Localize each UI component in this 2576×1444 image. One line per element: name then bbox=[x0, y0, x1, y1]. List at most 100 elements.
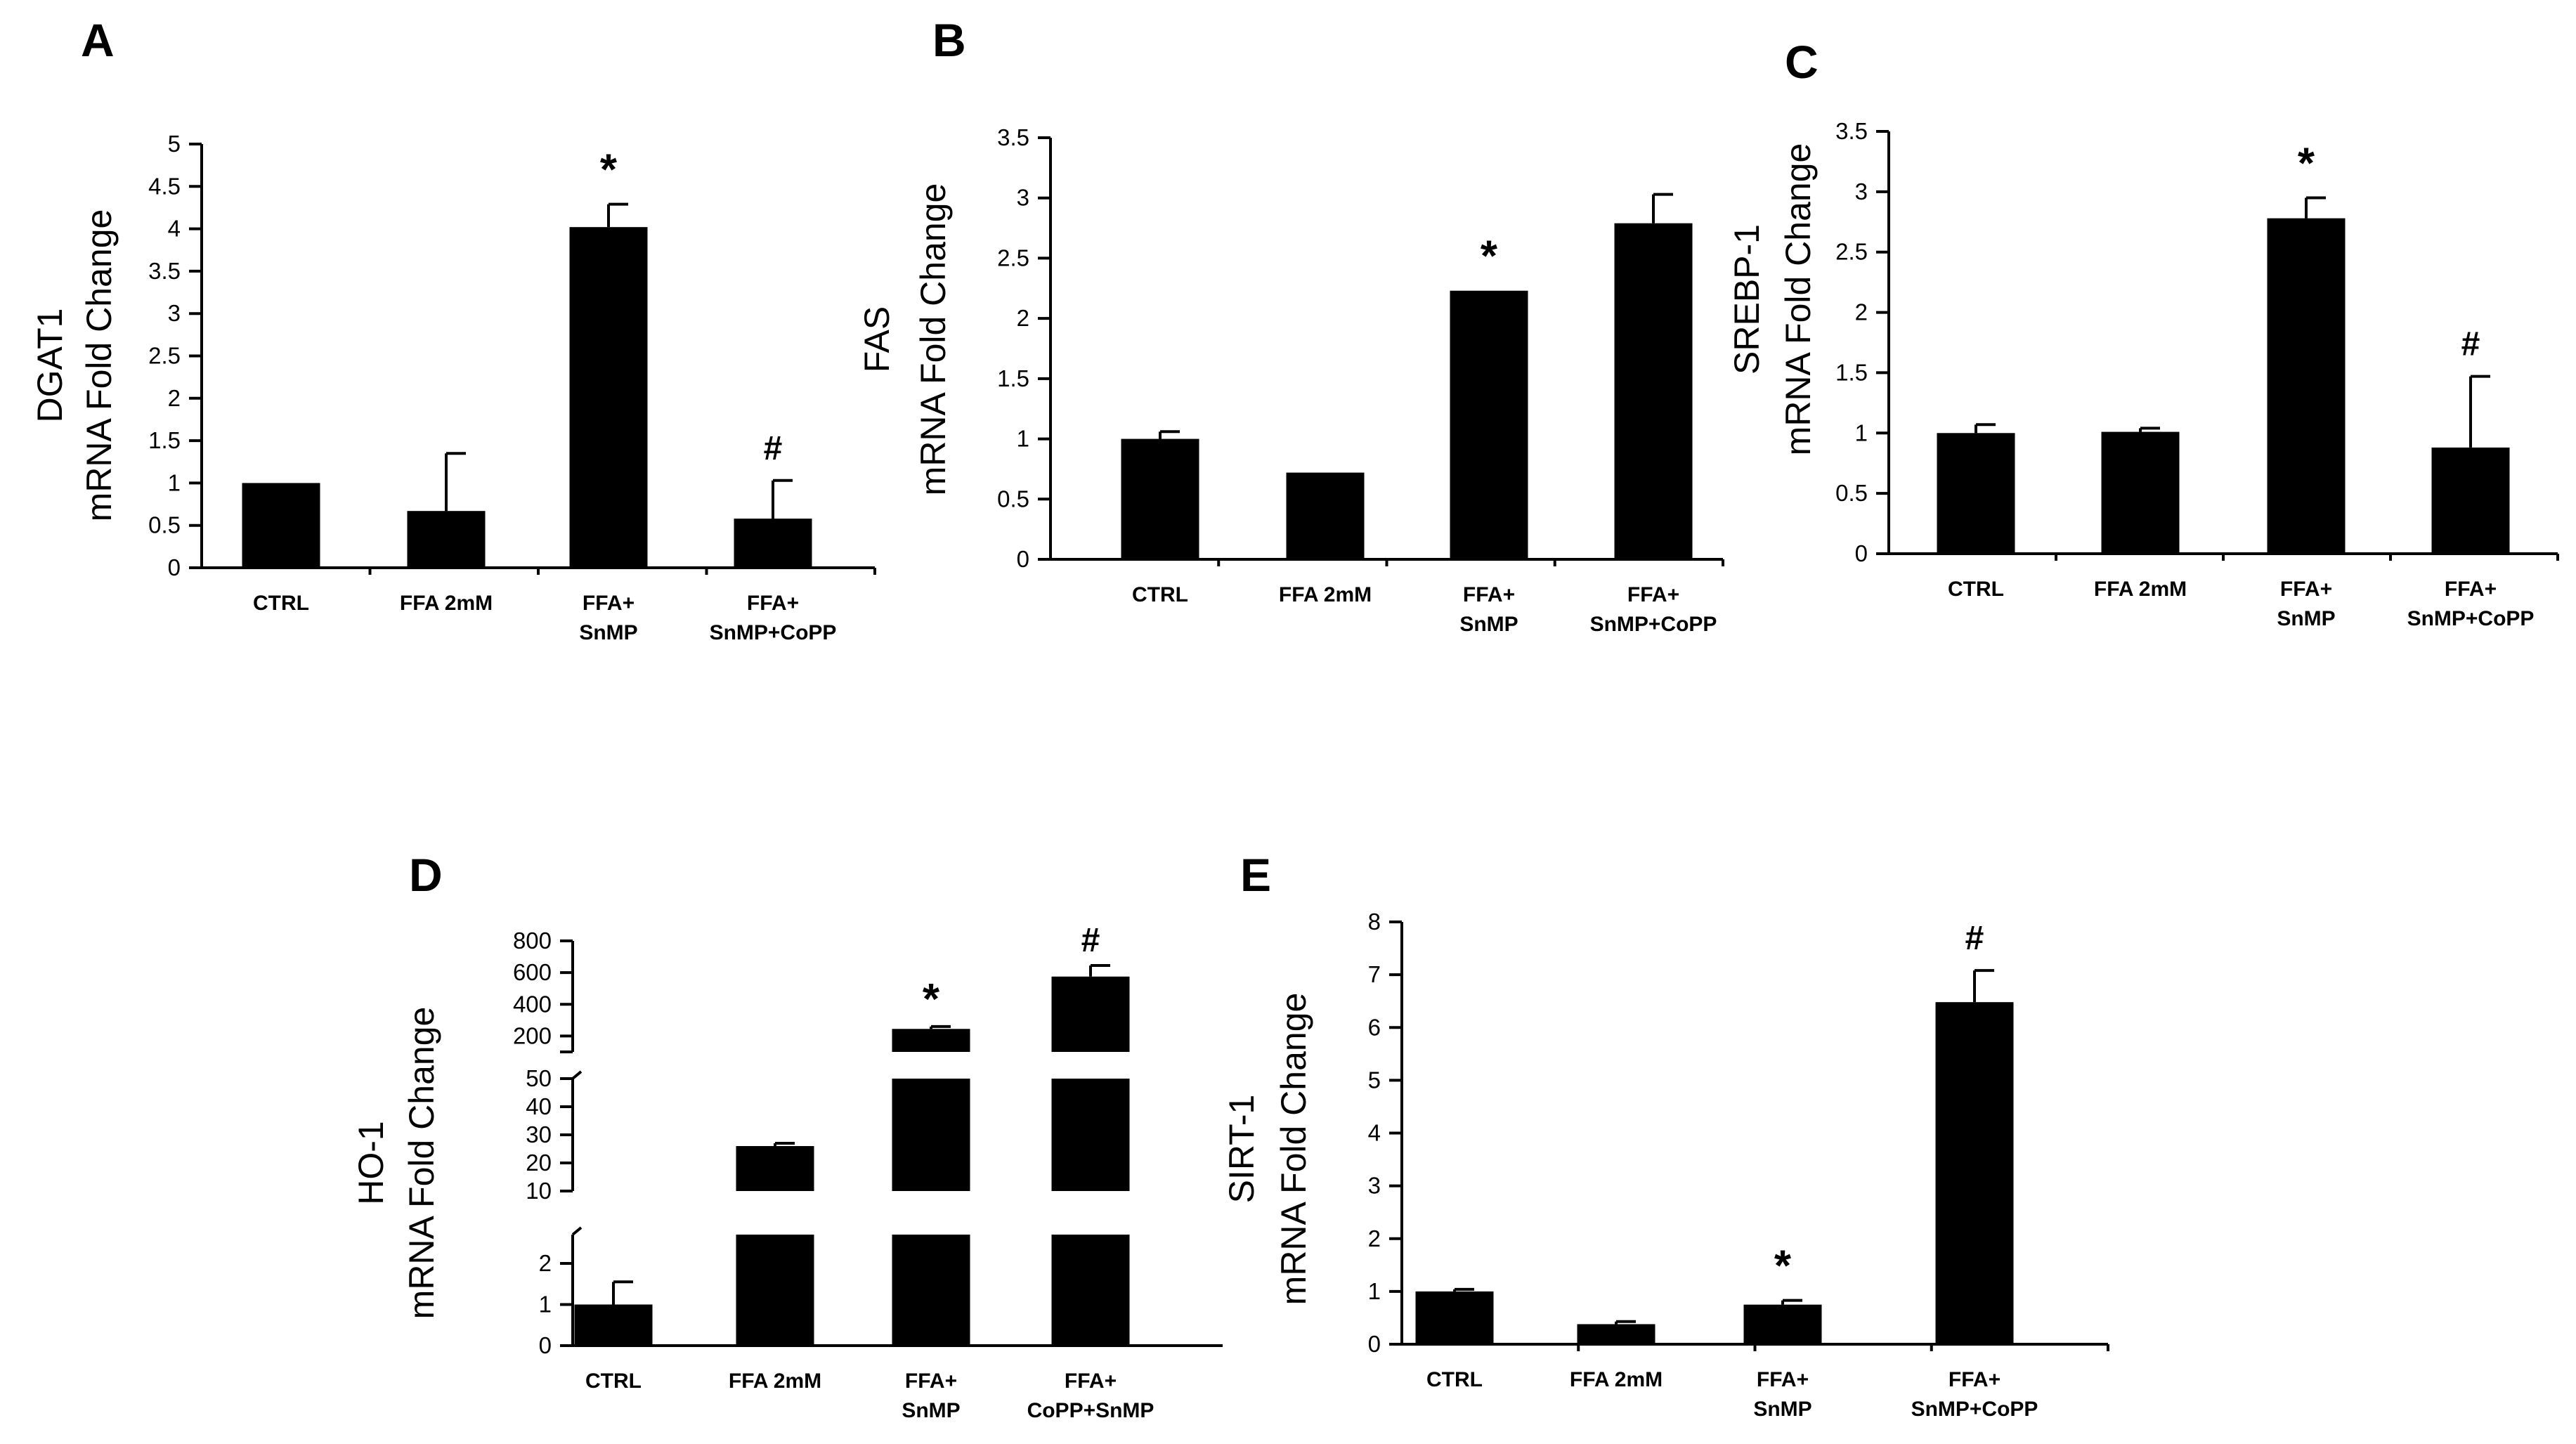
panel-letter: E bbox=[1240, 849, 1271, 901]
significance-asterisk: * bbox=[1481, 233, 1498, 281]
x-category-label: SnMP bbox=[1459, 613, 1518, 636]
x-category-label: FFA 2mM bbox=[1279, 583, 1372, 606]
y-tick-label: 2.5 bbox=[997, 245, 1029, 271]
y-tick-label: 400 bbox=[513, 991, 552, 1017]
y-tick-label: 10 bbox=[526, 1178, 552, 1204]
y-tick-label: 5 bbox=[1368, 1067, 1381, 1093]
bar bbox=[736, 1146, 814, 1191]
x-category-label: SnMP+CoPP bbox=[710, 621, 837, 644]
panel-letter: A bbox=[81, 14, 115, 66]
panel-letter: B bbox=[932, 14, 966, 66]
x-category-label: SnMP+CoPP bbox=[1590, 613, 1717, 636]
bar bbox=[569, 227, 648, 568]
y-axis-label: FAS bbox=[857, 306, 897, 372]
y-tick-label: 0.5 bbox=[148, 512, 181, 538]
bar bbox=[2431, 447, 2510, 554]
x-category-label: CoPP+SnMP bbox=[1027, 1399, 1154, 1422]
bar bbox=[2101, 431, 2180, 554]
y-tick-label: 8 bbox=[1368, 909, 1381, 935]
bar bbox=[1743, 1304, 1822, 1344]
y-axis-label: SIRT-1 bbox=[1222, 1095, 1261, 1204]
y-tick-label: 1 bbox=[1368, 1278, 1381, 1304]
panel-letter: C bbox=[1785, 36, 1819, 88]
y-tick-label: 5 bbox=[168, 131, 181, 157]
x-category-label: FFA+ bbox=[1065, 1370, 1117, 1393]
x-category-label: SnMP bbox=[579, 621, 637, 644]
y-tick-label: 50 bbox=[526, 1065, 552, 1091]
y-tick-label: 2 bbox=[1368, 1225, 1381, 1251]
axis-break-mark bbox=[571, 1070, 583, 1080]
x-category-label: FFA+ bbox=[583, 592, 635, 615]
bar bbox=[1614, 223, 1693, 559]
x-category-label: FFA 2mM bbox=[729, 1370, 821, 1393]
bar bbox=[1051, 1079, 1130, 1191]
x-category-label: SnMP bbox=[1753, 1398, 1811, 1421]
y-tick-label: 7 bbox=[1368, 961, 1381, 987]
bar bbox=[242, 483, 320, 568]
x-category-label: CTRL bbox=[1132, 583, 1188, 606]
significance-hash: # bbox=[1081, 922, 1100, 959]
y-tick-label: 0.5 bbox=[997, 486, 1029, 512]
x-category-label: FFA+ bbox=[1463, 583, 1515, 606]
chart-panel-b: B FAS mRNA Fold Change 0 0.5 1 1.5 2 2.5 3 3.5 * CTR… bbox=[857, 14, 1724, 636]
x-category-label: CTRL bbox=[253, 592, 309, 615]
y-tick-label: 6 bbox=[1368, 1014, 1381, 1040]
chart-panel-c: C SREBP-1 mRNA Fold Change 0 0.5 1 1.5 2 2.5 3 3.5… bbox=[1727, 36, 2559, 630]
y-tick-label: 1 bbox=[168, 469, 181, 495]
y-axis-label: DGAT1 bbox=[30, 308, 70, 423]
bar bbox=[1935, 1002, 2014, 1344]
y-axis-label: mRNA Fold Change bbox=[1274, 993, 1313, 1306]
y-tick-label: 2.5 bbox=[1835, 239, 1868, 265]
y-tick-label: 0.5 bbox=[1835, 480, 1868, 506]
x-category-label: FFA+ bbox=[1757, 1368, 1809, 1391]
bar bbox=[1937, 433, 2015, 554]
x-category-label: FFA+ bbox=[905, 1370, 957, 1393]
x-category-label: CTRL bbox=[1948, 578, 2004, 601]
bar bbox=[2267, 218, 2346, 554]
x-category-label: SnMP bbox=[2277, 607, 2335, 630]
y-tick-label: 4 bbox=[168, 216, 181, 242]
significance-hash: # bbox=[1965, 920, 1984, 957]
y-axis-label: SREBP-1 bbox=[1727, 224, 1767, 375]
x-category-label: SnMP bbox=[902, 1399, 960, 1422]
bar bbox=[1450, 290, 1528, 559]
x-category-label: FFA+ bbox=[1627, 583, 1679, 606]
significance-asterisk: * bbox=[923, 975, 940, 1024]
panel-letter: D bbox=[409, 849, 443, 901]
y-tick-label: 2 bbox=[1855, 299, 1868, 325]
y-tick-label: 2 bbox=[539, 1250, 552, 1276]
y-tick-label: 20 bbox=[526, 1150, 552, 1176]
significance-asterisk: * bbox=[600, 146, 618, 195]
y-tick-label: 1.5 bbox=[1835, 359, 1868, 385]
y-tick-label: 600 bbox=[513, 959, 552, 985]
y-tick-label: 3.5 bbox=[148, 258, 181, 284]
x-category-label: FFA 2mM bbox=[400, 592, 493, 615]
bar bbox=[892, 1079, 970, 1191]
y-tick-label: 0 bbox=[1017, 546, 1029, 572]
bar bbox=[734, 519, 812, 568]
x-category-label: SnMP+CoPP bbox=[2407, 607, 2535, 630]
bar bbox=[1286, 472, 1365, 559]
y-tick-label: 4 bbox=[1368, 1120, 1381, 1146]
y-axis-label: mRNA Fold Change bbox=[1778, 143, 1818, 456]
bar bbox=[407, 511, 486, 568]
bar bbox=[574, 1304, 653, 1346]
x-category-label: CTRL bbox=[1426, 1368, 1483, 1391]
axis-segment: 0 1 2 bbox=[539, 1226, 583, 1358]
y-tick-label: 3 bbox=[1017, 185, 1029, 211]
bar bbox=[736, 1235, 814, 1346]
y-tick-label: 800 bbox=[513, 928, 552, 954]
bar bbox=[1051, 976, 1130, 1052]
x-category-label: CTRL bbox=[585, 1370, 642, 1393]
y-tick-label: 1.5 bbox=[997, 365, 1029, 391]
x-category-label: FFA+ bbox=[2280, 578, 2332, 601]
x-category-label: FFA+ bbox=[747, 592, 799, 615]
y-tick-label: 0 bbox=[1855, 540, 1868, 566]
y-tick-label: 2 bbox=[1017, 305, 1029, 331]
y-tick-label: 2.5 bbox=[148, 343, 181, 369]
chart-panel-e: E SIRT-1 mRNA Fold Change 0 1 2 3 4 5 6 7 8 * # CTRL FF… bbox=[1222, 849, 2109, 1421]
y-tick-label: 4.5 bbox=[148, 173, 181, 199]
